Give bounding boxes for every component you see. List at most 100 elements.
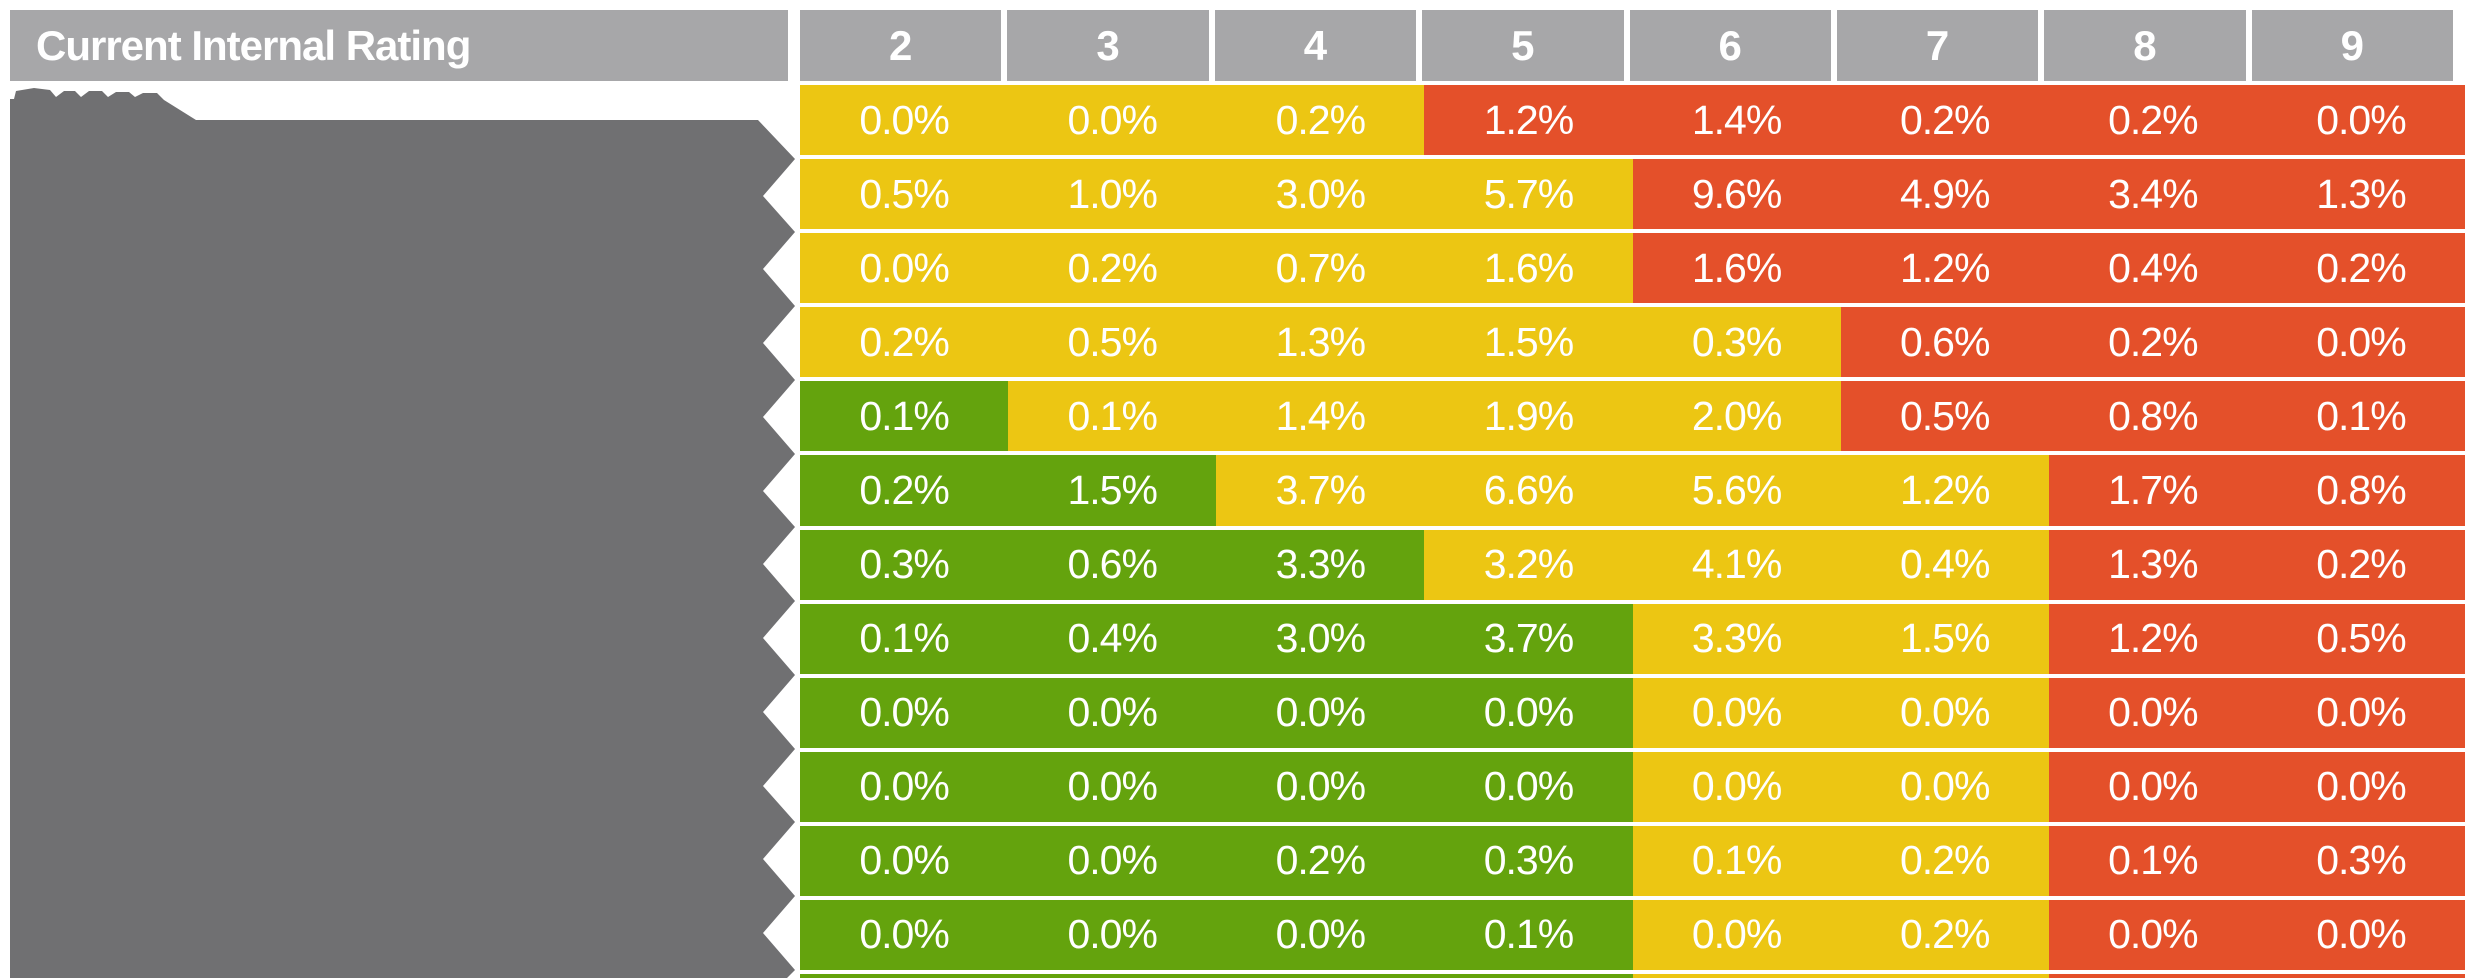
matrix-cell: 0.2% xyxy=(1840,85,2049,156)
matrix-cell: 1.3% xyxy=(2256,159,2465,230)
matrix-cell: 0.8% xyxy=(2256,455,2465,526)
cutoff-sliver-cell xyxy=(1424,974,1633,978)
matrix-cell: 4.9% xyxy=(1840,159,2049,230)
matrix-cell: 0.2% xyxy=(2256,529,2465,600)
matrix-cell: 0.0% xyxy=(2256,85,2465,156)
matrix-cell: 0.0% xyxy=(1840,751,2049,822)
cutoff-sliver-cell xyxy=(2256,974,2465,978)
matrix-cell: 0.5% xyxy=(1008,307,1217,378)
column-header-3: 3 xyxy=(1007,10,1209,81)
matrix-cell: 5.7% xyxy=(1424,159,1633,230)
matrix-cell: 0.6% xyxy=(1008,529,1217,600)
matrix-cell: 4.1% xyxy=(1632,529,1841,600)
redacted-row-labels-block xyxy=(10,88,795,978)
matrix-cell: 0.0% xyxy=(1216,751,1425,822)
column-header-4: 4 xyxy=(1214,10,1417,81)
column-header-5: 5 xyxy=(1422,10,1624,81)
matrix-cell: 3.0% xyxy=(1216,603,1425,674)
matrix-cell: 1.5% xyxy=(1008,455,1217,526)
matrix-cell: 3.2% xyxy=(1424,529,1633,600)
matrix-cell: 0.0% xyxy=(2048,899,2257,970)
matrix-cell: 0.1% xyxy=(800,381,1009,452)
matrix-cell: 0.7% xyxy=(1216,233,1425,304)
matrix-cell: 1.9% xyxy=(1424,381,1633,452)
matrix-cell: 0.1% xyxy=(800,603,1009,674)
matrix-cell: 0.0% xyxy=(1008,85,1217,156)
matrix-cell: 0.0% xyxy=(800,751,1009,822)
matrix-cell: 1.7% xyxy=(2048,455,2257,526)
matrix-cell: 0.0% xyxy=(1008,751,1217,822)
matrix-cell: 0.2% xyxy=(2256,233,2465,304)
matrix-cell: 1.2% xyxy=(1424,85,1633,156)
matrix-cell: 0.1% xyxy=(1632,825,1841,896)
matrix-cell: 3.7% xyxy=(1216,455,1425,526)
matrix-cell: 0.8% xyxy=(2048,381,2257,452)
column-header-6: 6 xyxy=(1629,10,1831,81)
matrix-cell: 0.0% xyxy=(1632,899,1841,970)
matrix-cell: 0.2% xyxy=(1216,85,1425,156)
cutoff-sliver-cell xyxy=(1632,974,1841,978)
matrix-cell: 0.1% xyxy=(2256,381,2465,452)
matrix-cell: 1.2% xyxy=(1840,233,2049,304)
matrix-cell: 0.6% xyxy=(1840,307,2049,378)
matrix-cell: 0.3% xyxy=(1424,825,1633,896)
matrix-cell: 0.0% xyxy=(2256,751,2465,822)
matrix-cell: 0.0% xyxy=(1632,677,1841,748)
matrix-cell: 0.0% xyxy=(2256,677,2465,748)
matrix-cell: 0.0% xyxy=(1008,825,1217,896)
matrix-cell: 0.0% xyxy=(2256,899,2465,970)
matrix-cell: 0.0% xyxy=(800,677,1009,748)
matrix-cell: 1.4% xyxy=(1216,381,1425,452)
column-header-8: 8 xyxy=(2044,10,2246,81)
matrix-cell: 0.0% xyxy=(1424,677,1633,748)
column-header-row: 2 3 4 5 6 7 8 9 xyxy=(800,10,2453,81)
matrix-cell: 0.2% xyxy=(800,307,1009,378)
matrix-cell: 0.2% xyxy=(2048,85,2257,156)
matrix-cell: 0.2% xyxy=(1216,825,1425,896)
matrix-cell: 0.2% xyxy=(800,455,1009,526)
matrix-cell: 1.0% xyxy=(1008,159,1217,230)
matrix-cell: 0.2% xyxy=(1008,233,1217,304)
matrix-cell: 0.0% xyxy=(1424,751,1633,822)
matrix-cell: 1.2% xyxy=(1840,455,2049,526)
matrix-cell: 3.4% xyxy=(2048,159,2257,230)
matrix-cell: 1.5% xyxy=(1424,307,1633,378)
matrix-cell: 0.0% xyxy=(1008,677,1217,748)
matrix-cell: 0.0% xyxy=(800,233,1009,304)
matrix-cell: 0.0% xyxy=(800,899,1009,970)
matrix-cell: 3.0% xyxy=(1216,159,1425,230)
matrix-cell: 0.4% xyxy=(1008,603,1217,674)
matrix-cell: 0.0% xyxy=(1840,677,2049,748)
matrix-cell: 0.2% xyxy=(2048,307,2257,378)
matrix-cell: 1.5% xyxy=(1840,603,2049,674)
cutoff-sliver-cell xyxy=(800,974,1009,978)
matrix-cell: 0.0% xyxy=(1216,899,1425,970)
matrix-cell: 1.3% xyxy=(1216,307,1425,378)
matrix-cell: 3.3% xyxy=(1632,603,1841,674)
matrix-cell: 1.3% xyxy=(2048,529,2257,600)
matrix-cell: 3.7% xyxy=(1424,603,1633,674)
matrix-cell: 0.0% xyxy=(1008,899,1217,970)
matrix-cell: 1.4% xyxy=(1632,85,1841,156)
matrix-title: Current Internal Rating xyxy=(36,21,471,69)
cutoff-sliver-cell xyxy=(1008,974,1217,978)
column-header-7: 7 xyxy=(1836,10,2039,81)
matrix-cell: 2.0% xyxy=(1632,381,1841,452)
matrix-cell: 0.1% xyxy=(2048,825,2257,896)
matrix-cell: 0.5% xyxy=(800,159,1009,230)
matrix-cell: 5.6% xyxy=(1632,455,1841,526)
matrix-cell: 0.0% xyxy=(1632,751,1841,822)
matrix-body: 0.0% 0.0% 0.2% 1.2% 1.4% 0.2% 0.2% 0.0% 0.5% 1.0%… xyxy=(800,85,2465,970)
cutoff-sliver-cell xyxy=(2048,974,2257,978)
matrix-cell: 0.3% xyxy=(1632,307,1841,378)
matrix-cell: 0.2% xyxy=(1840,899,2049,970)
matrix-cell: 0.2% xyxy=(1840,825,2049,896)
cutoff-sliver-cell xyxy=(1840,974,2049,978)
matrix-cell: 1.2% xyxy=(2048,603,2257,674)
column-header-9: 9 xyxy=(2251,10,2453,81)
matrix-cell: 0.0% xyxy=(2048,751,2257,822)
matrix-cell: 0.4% xyxy=(1840,529,2049,600)
column-header-2: 2 xyxy=(800,10,1002,81)
matrix-cell: 1.6% xyxy=(1632,233,1841,304)
matrix-cell: 0.5% xyxy=(1840,381,2049,452)
